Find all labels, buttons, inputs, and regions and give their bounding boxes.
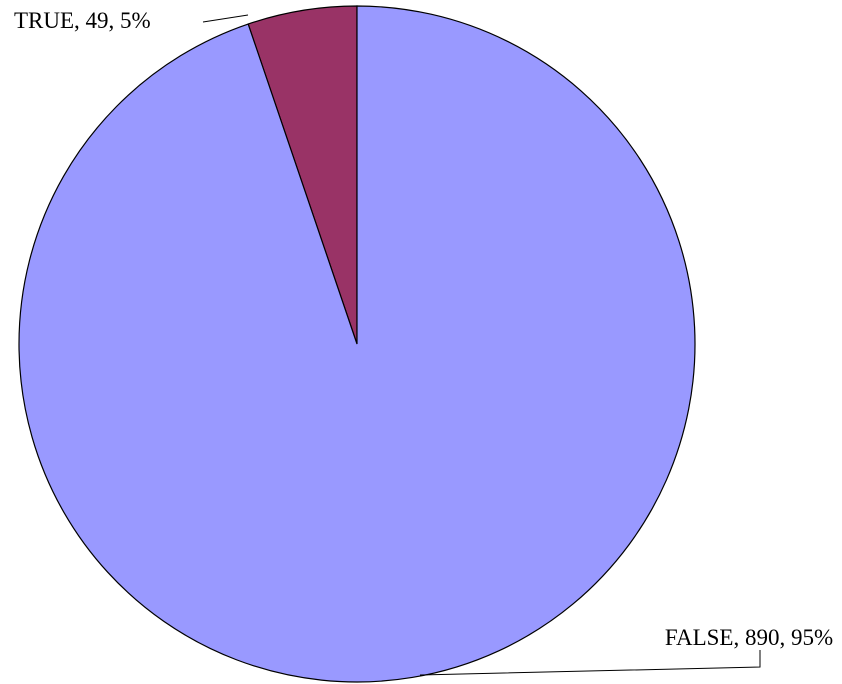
data-label: FALSE, 890, 95% — [664, 625, 834, 650]
leader-line — [202, 14, 249, 23]
pie-slice — [18, 5, 696, 683]
leader-line — [419, 650, 761, 676]
data-label: TRUE, 49, 5% — [14, 8, 151, 33]
slices — [18, 5, 696, 683]
